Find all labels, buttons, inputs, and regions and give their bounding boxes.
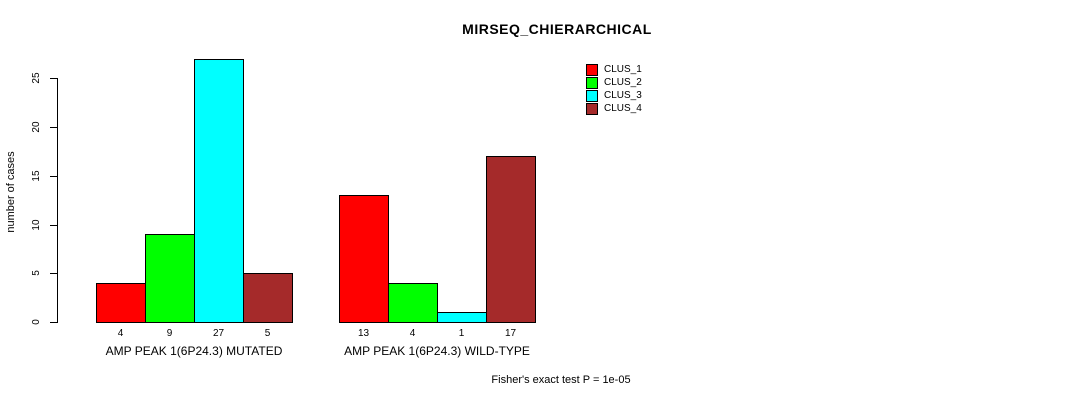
bar-clus_2-group2 [388,283,438,323]
bar-count-label: 13 [357,328,370,339]
bar-count-label: 9 [166,328,173,339]
bar-clus_1-group1 [96,283,146,323]
legend-item: CLUS_4 [586,102,642,115]
legend-label: CLUS_1 [604,63,642,75]
y-tick [50,322,57,323]
legend-swatch [586,102,598,115]
y-tick [50,127,57,129]
legend-item: CLUS_3 [586,89,642,102]
bar-clus_3-group1 [194,59,244,323]
y-axis-line [57,78,58,323]
group-label: AMP PEAK 1(6P24.3) MUTATED [105,344,283,358]
bar-count-label: 4 [117,328,124,339]
legend-label: CLUS_3 [604,89,642,101]
y-tick-label: 15 [31,170,42,182]
stat-annotation: Fisher's exact test P = 1e-05 [491,374,631,386]
legend-swatch [586,89,598,102]
bar-count-label: 17 [504,328,517,339]
bar-count-label: 1 [458,328,465,339]
legend-item: CLUS_1 [586,63,642,76]
bar-clus_3-group2 [437,312,487,323]
bar-clus_4-group1 [243,273,293,323]
legend: CLUS_1 CLUS_2 CLUS_3 CLUS_4 [586,63,642,115]
legend-swatch [586,63,598,76]
bar-clus_2-group1 [145,234,195,323]
legend-item: CLUS_2 [586,76,642,89]
legend-swatch [586,76,598,89]
group-label: AMP PEAK 1(6P24.3) WILD-TYPE [344,344,530,358]
y-tick-label: 25 [31,72,42,85]
y-tick [50,175,57,177]
y-tick-label: 20 [31,121,42,133]
y-tick-label: 5 [31,270,42,277]
y-tick-label: 10 [31,219,42,231]
bar-clus_1-group2 [339,195,389,323]
legend-label: CLUS_2 [604,76,642,88]
bar-count-label: 27 [212,328,225,339]
y-tick [50,78,57,80]
chart-title: MIRSEQ_CHIERARCHICAL [462,21,652,37]
bar-count-label: 4 [409,328,416,339]
legend-label: CLUS_4 [604,102,642,114]
y-tick [50,273,57,275]
bar-count-label: 5 [264,328,271,339]
y-tick-label: 0 [31,319,42,325]
bar-clus_4-group2 [486,156,536,323]
y-tick [50,224,57,226]
